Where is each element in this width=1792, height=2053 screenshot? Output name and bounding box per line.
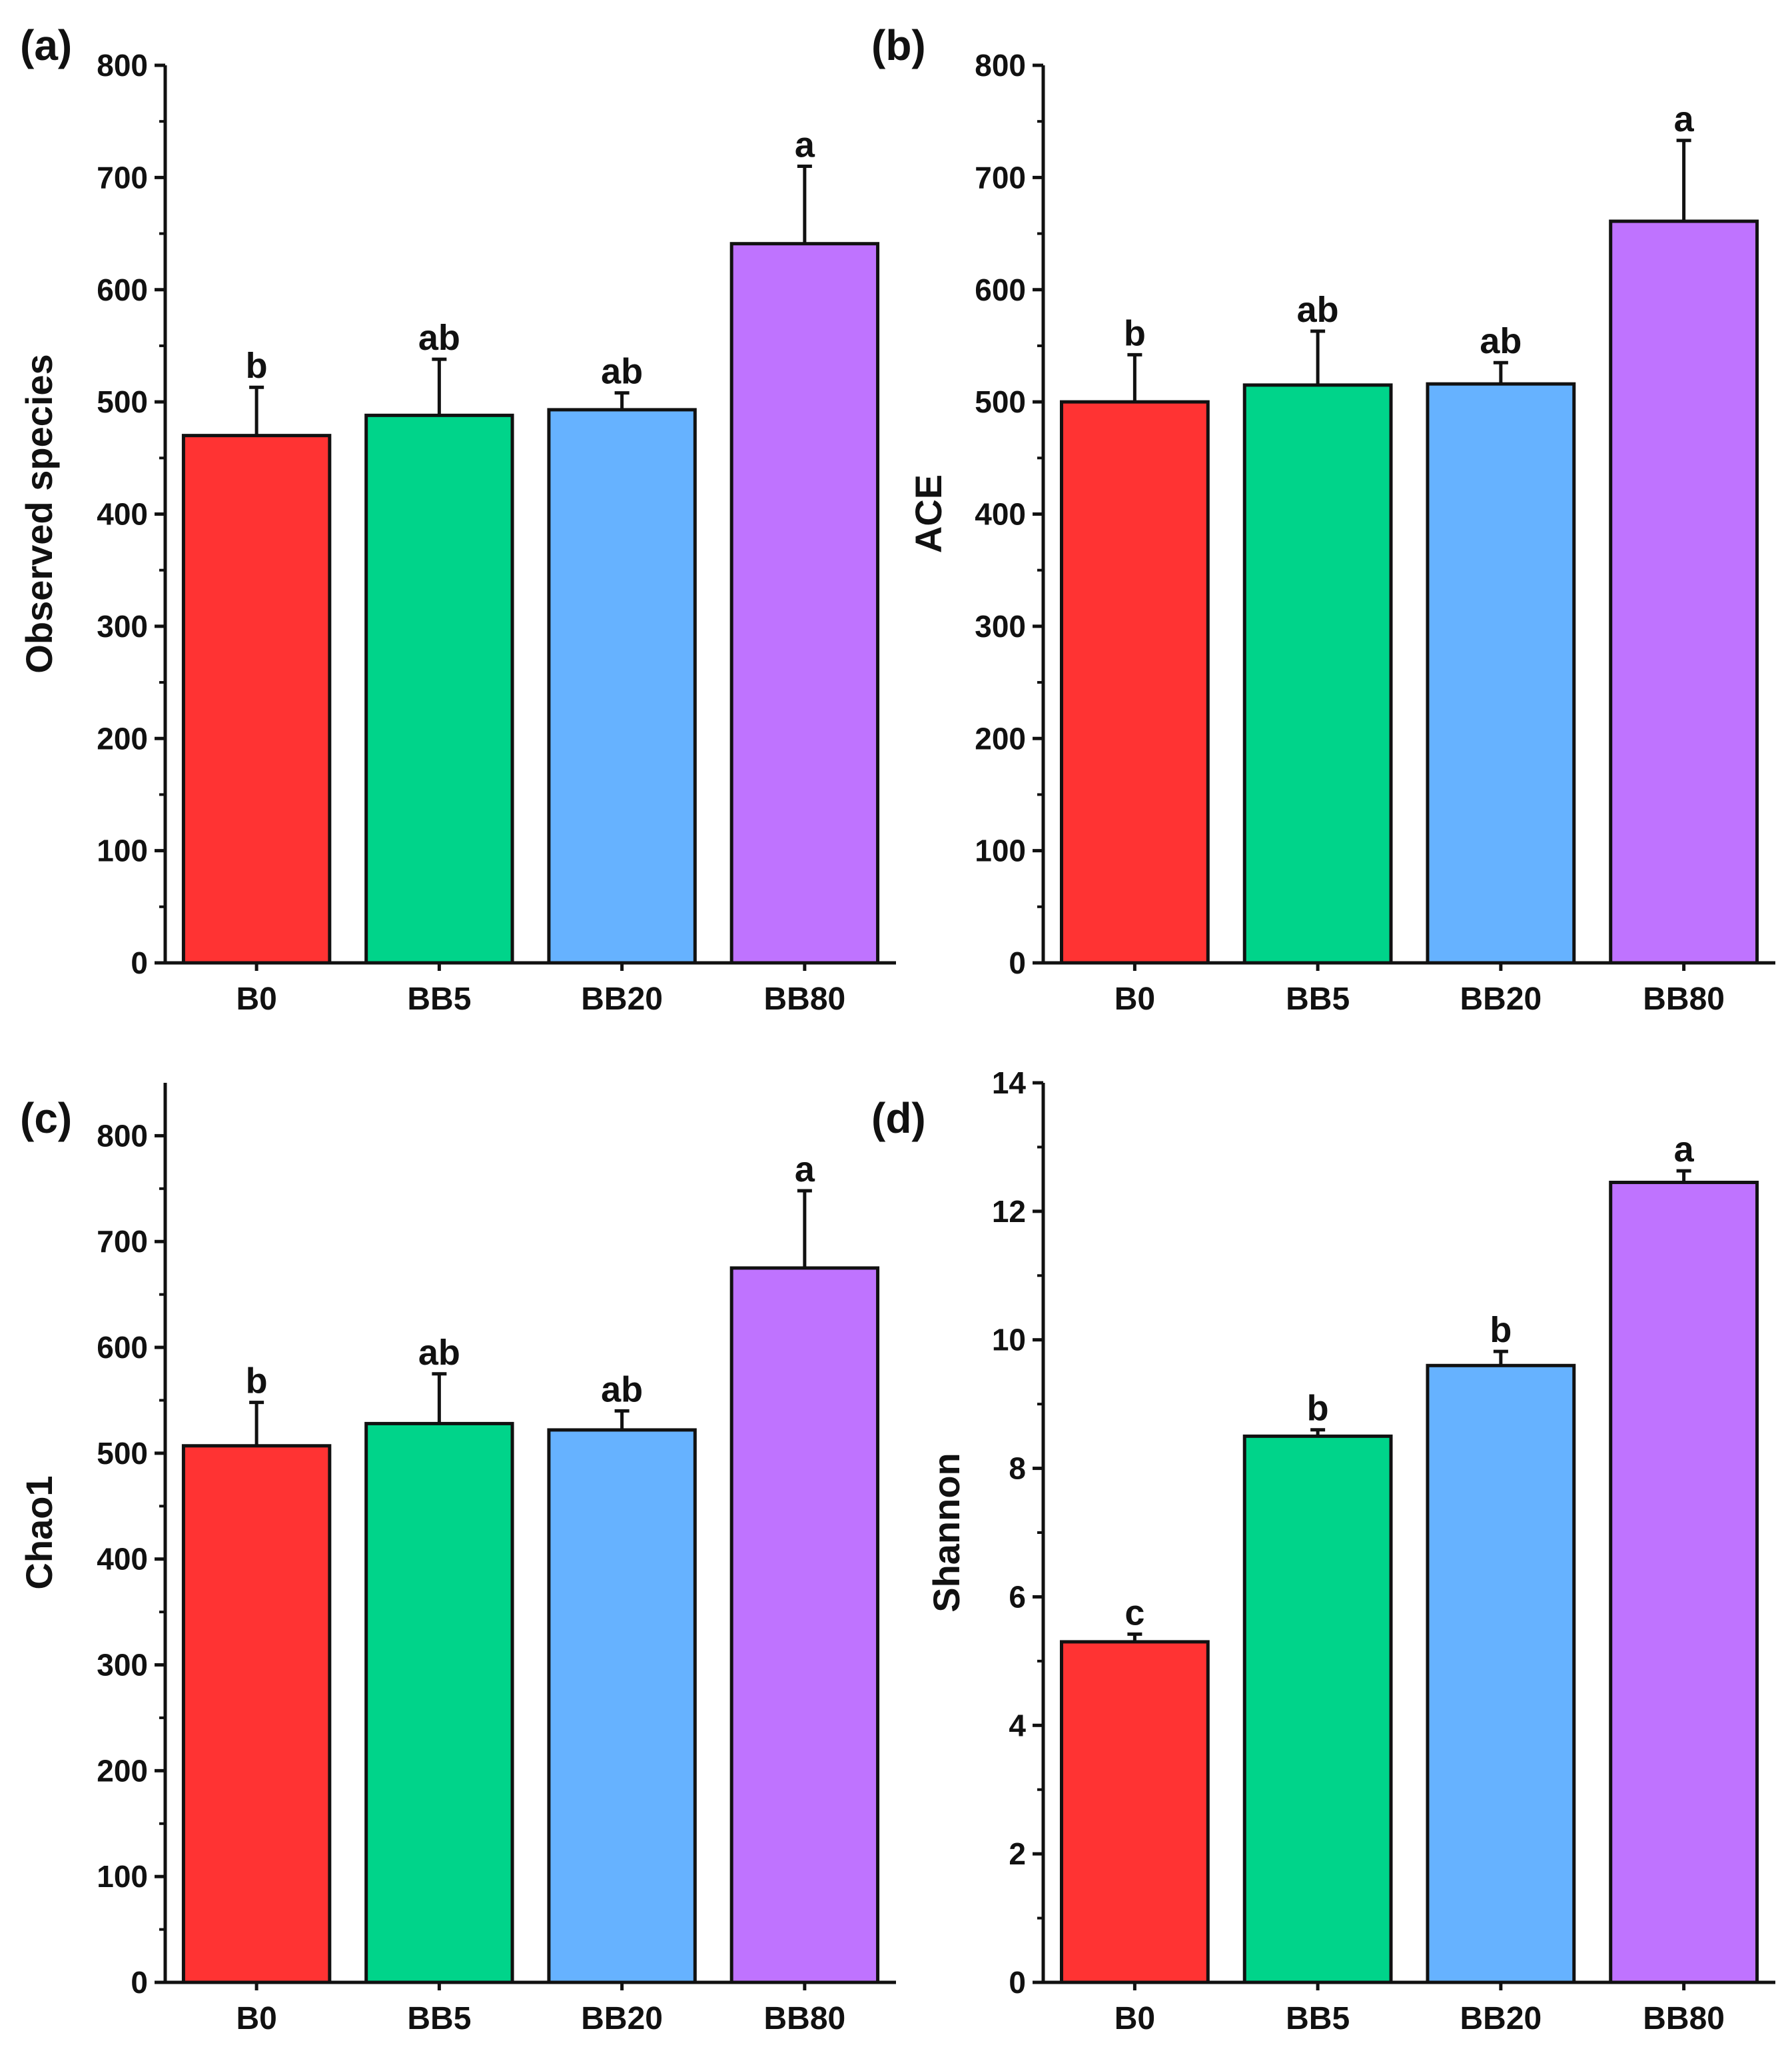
x-tick-label: B0 [1115,2001,1155,2036]
bar-BB20 [1426,382,1576,965]
x-tick-label: BB5 [407,2001,471,2036]
chart-panel-2: (c) Chao1 b B0 ab BB5 ab BB20 a BB80 0 100 200 300 400… [18,1083,896,2036]
significance-label: ab [601,1369,643,1409]
significance-label: ab [1297,290,1339,330]
x-tick-label: B0 [1115,982,1155,1017]
significance-label: b [1124,313,1146,353]
y-tick-label: 500 [97,384,148,419]
y-tick-label: 700 [97,1224,148,1259]
x-tick-label: BB20 [581,2001,663,2036]
panel-label: (b) [871,21,926,69]
y-tick-label: 800 [97,48,148,83]
y-tick-label: 600 [975,273,1026,307]
y-tick-label: 800 [975,48,1026,83]
bar-B0 [1059,1640,1210,1984]
bar-BB5 [364,1421,514,1984]
chart-panel-3: (d) Shannon c B0 b BB5 b BB20 a BB80 0 2 4 6 8 10 12 14 [871,1065,1775,2036]
significance-label: b [246,346,268,386]
bar-BB20 [547,1428,697,1984]
bar-BB80 [729,242,880,965]
chart-panel-1: (b) ACE b B0 ab BB5 ab BB20 a BB80 0 100 200 300 400 50… [871,21,1775,1017]
y-tick-label: 800 [97,1118,148,1153]
y-tick-label: 6 [1009,1579,1026,1614]
y-tick-label: 0 [131,1965,148,2000]
y-tick-label: 100 [97,1859,148,1894]
x-tick-label: BB20 [1460,982,1542,1017]
x-tick-label: BB5 [1286,982,1350,1017]
y-tick-label: 0 [131,946,148,980]
y-tick-label: 300 [97,1648,148,1683]
significance-label: b [246,1361,268,1401]
y-tick-label: 400 [97,1542,148,1577]
bar-BB80 [729,1266,880,1984]
y-tick-label: 300 [97,609,148,644]
x-tick-label: BB80 [1643,982,1725,1017]
y-axis-title: ACE [907,474,949,553]
panel-label: (c) [20,1094,72,1142]
y-tick-label: 12 [992,1194,1026,1229]
bar-BB20 [1426,1363,1576,1984]
y-tick-label: 14 [992,1065,1027,1100]
significance-label: a [1674,1129,1695,1169]
bar-BB5 [364,413,514,965]
significance-label: ab [418,318,460,358]
bar-BB20 [547,408,697,965]
significance-label: a [795,125,815,165]
y-tick-label: 500 [975,384,1026,419]
y-tick-label: 200 [97,721,148,756]
significance-label: ab [601,352,643,392]
x-tick-label: BB5 [1286,2001,1350,2036]
x-tick-label: BB20 [581,982,663,1017]
x-tick-label: B0 [236,2001,276,2036]
y-axis-title: Chao1 [18,1475,60,1589]
y-tick-label: 8 [1009,1451,1026,1486]
significance-label: ab [418,1333,460,1373]
significance-label: a [1674,99,1695,139]
y-axis-title: Observed species [18,354,60,673]
y-tick-label: 200 [97,1753,148,1788]
bar-B0 [181,1444,332,1984]
y-tick-label: 0 [1009,946,1026,980]
x-tick-label: B0 [236,982,276,1017]
y-tick-label: 0 [1009,1965,1026,2000]
x-tick-label: BB20 [1460,2001,1542,2036]
significance-label: b [1490,1310,1512,1350]
x-tick-label: BB80 [764,2001,846,2036]
y-tick-label: 600 [97,1330,148,1365]
panel-label: (d) [871,1094,926,1142]
x-tick-label: BB5 [407,982,471,1017]
y-tick-label: 400 [975,497,1026,532]
x-tick-label: BB80 [1643,2001,1725,2036]
significance-label: b [1307,1389,1329,1429]
significance-label: a [795,1149,815,1189]
y-tick-label: 200 [975,721,1026,756]
bar-BB80 [1609,1180,1759,1984]
y-tick-label: 400 [97,497,148,532]
bar-BB5 [1242,1434,1393,1984]
y-tick-label: 100 [97,834,148,868]
x-tick-label: BB80 [764,982,846,1017]
y-tick-label: 300 [975,609,1026,644]
y-tick-label: 600 [97,273,148,307]
significance-label: c [1124,1593,1144,1633]
panel-label: (a) [20,21,72,69]
significance-label: ab [1480,321,1522,361]
bar-BB80 [1609,219,1759,965]
y-tick-label: 10 [992,1323,1026,1357]
y-tick-label: 4 [1009,1708,1026,1742]
bar-BB5 [1242,383,1393,965]
chart-panel-0: (a) Observed species b B0 ab BB5 ab BB20 a BB80 0 1… [18,21,896,1017]
y-tick-label: 500 [97,1436,148,1471]
y-tick-label: 700 [975,160,1026,195]
y-tick-label: 2 [1009,1836,1026,1871]
bar-B0 [181,434,332,965]
bar-B0 [1059,400,1210,965]
y-axis-title: Shannon [925,1453,967,1613]
y-tick-label: 700 [97,160,148,195]
y-tick-label: 100 [975,834,1026,868]
